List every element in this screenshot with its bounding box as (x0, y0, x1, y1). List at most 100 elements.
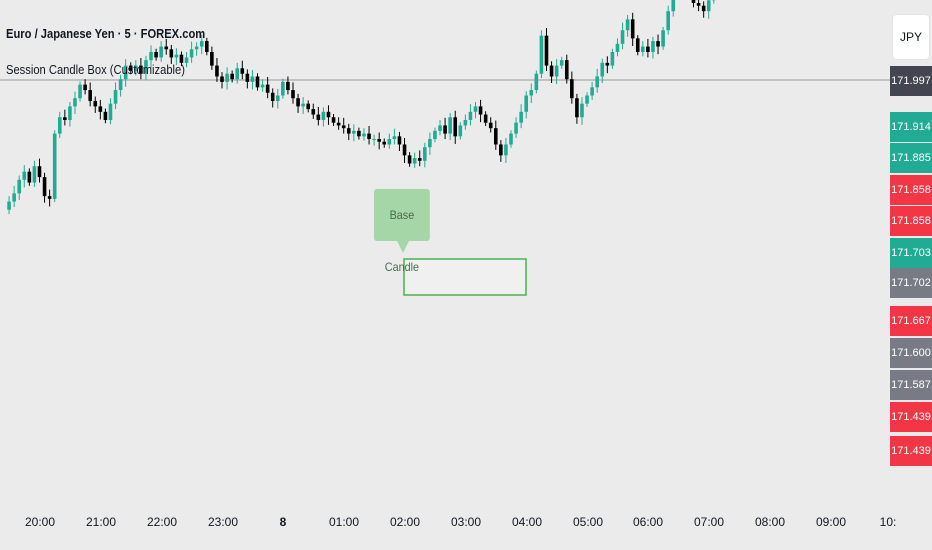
candle-body (199, 41, 204, 47)
candle-body (164, 46, 169, 50)
candle-body (139, 65, 143, 74)
candle-body (260, 84, 265, 88)
candle-body (265, 84, 270, 93)
candle-body (32, 166, 37, 183)
candle-body (615, 43, 620, 52)
candle-body (696, 3, 701, 6)
candle-body (580, 103, 584, 118)
candle-body (372, 139, 376, 141)
candle-body (691, 0, 696, 4)
candle-body (154, 51, 158, 58)
time-tick-label: 21:00 (85, 515, 117, 529)
time-tick-label: 07:00 (693, 515, 725, 529)
candle-body (7, 201, 11, 210)
candle-body (220, 76, 224, 82)
candle-body (179, 54, 184, 63)
candle-body (250, 76, 255, 82)
candle-body (174, 54, 179, 58)
time-tick-label: 23:00 (207, 515, 239, 529)
candle-body (605, 62, 610, 66)
candle-body (52, 133, 57, 199)
candle-body (240, 68, 245, 74)
candle-body (412, 158, 417, 164)
symbol-title[interactable]: Euro / Japanese Yen · 5 · FOREX.com (6, 26, 206, 41)
candle-body (423, 147, 427, 161)
time-tick-label: 06:00 (632, 515, 664, 529)
candle-body (473, 106, 478, 112)
candle-body (316, 114, 321, 120)
currency-button[interactable]: JPY (893, 15, 929, 59)
candle-body (12, 193, 16, 202)
candle-body (134, 65, 138, 72)
candle-body (595, 76, 599, 88)
price-label: 171.587 (890, 370, 932, 400)
candle-body (387, 139, 392, 145)
candle-body (635, 38, 640, 52)
candle-body (230, 73, 234, 80)
candle-body (73, 98, 77, 107)
price-label: 171.600 (890, 338, 932, 368)
time-tick-label: 04:00 (511, 515, 543, 529)
callout-pointer (397, 241, 409, 253)
price-label: 171.914 (890, 112, 932, 142)
candle-body (504, 144, 508, 156)
candle-body (529, 90, 534, 96)
candle-body (22, 171, 27, 180)
candle-body (169, 49, 174, 58)
candle-body (458, 125, 463, 137)
candle-body (559, 60, 564, 66)
base-candle-callout: Base Candle (374, 189, 430, 274)
candle-body (448, 117, 452, 134)
candle-body (321, 111, 326, 120)
candle-body (392, 136, 397, 140)
candle-body (519, 111, 523, 123)
price-label: 171.702 (890, 268, 932, 298)
time-tick-label: 03:00 (450, 515, 482, 529)
price-label: 171.858 (890, 175, 932, 205)
candle-body (443, 125, 447, 134)
candle-body (671, 0, 676, 12)
candle-body (433, 130, 437, 140)
candle-body (641, 46, 645, 52)
candle-body (123, 65, 128, 80)
candle-body (128, 65, 133, 72)
indicator-name[interactable]: Session Candle Box (Customizable) (6, 62, 185, 77)
candle-body (478, 106, 483, 115)
candle-body (590, 87, 594, 96)
candle-body (17, 179, 22, 194)
candle-body (661, 30, 665, 47)
candle-body (159, 46, 163, 58)
candle-body (488, 122, 493, 129)
time-tick-label: 10: (879, 515, 897, 529)
candle-body (357, 130, 361, 137)
candle-body (301, 103, 305, 107)
candle-body (108, 103, 113, 120)
time-tick-label: 09:00 (815, 515, 847, 529)
candle-body (564, 60, 569, 80)
candle-body (47, 196, 52, 199)
candle-body (78, 84, 82, 99)
price-label: 171.667 (890, 306, 932, 336)
candle-body (275, 95, 280, 101)
candle-body (397, 136, 402, 145)
price-label: 171.703 (890, 238, 932, 268)
candle-body (499, 144, 503, 156)
candle-body (382, 141, 387, 145)
price-label: 171.439 (890, 402, 932, 432)
candle-body (281, 81, 285, 96)
candle-body (270, 92, 275, 101)
candle-body (210, 51, 214, 66)
candle-body (646, 46, 650, 52)
candle-body (554, 65, 559, 77)
candle-body (113, 90, 118, 104)
time-tick-label: 05:00 (572, 515, 604, 529)
candle-body (286, 81, 290, 91)
candle-body (68, 106, 72, 120)
candle-body (245, 73, 250, 82)
candle-body (311, 109, 316, 115)
candle-body (27, 171, 32, 183)
candle-body (463, 119, 468, 126)
candle-body (539, 35, 544, 74)
time-tick-label: 02:00 (389, 515, 421, 529)
